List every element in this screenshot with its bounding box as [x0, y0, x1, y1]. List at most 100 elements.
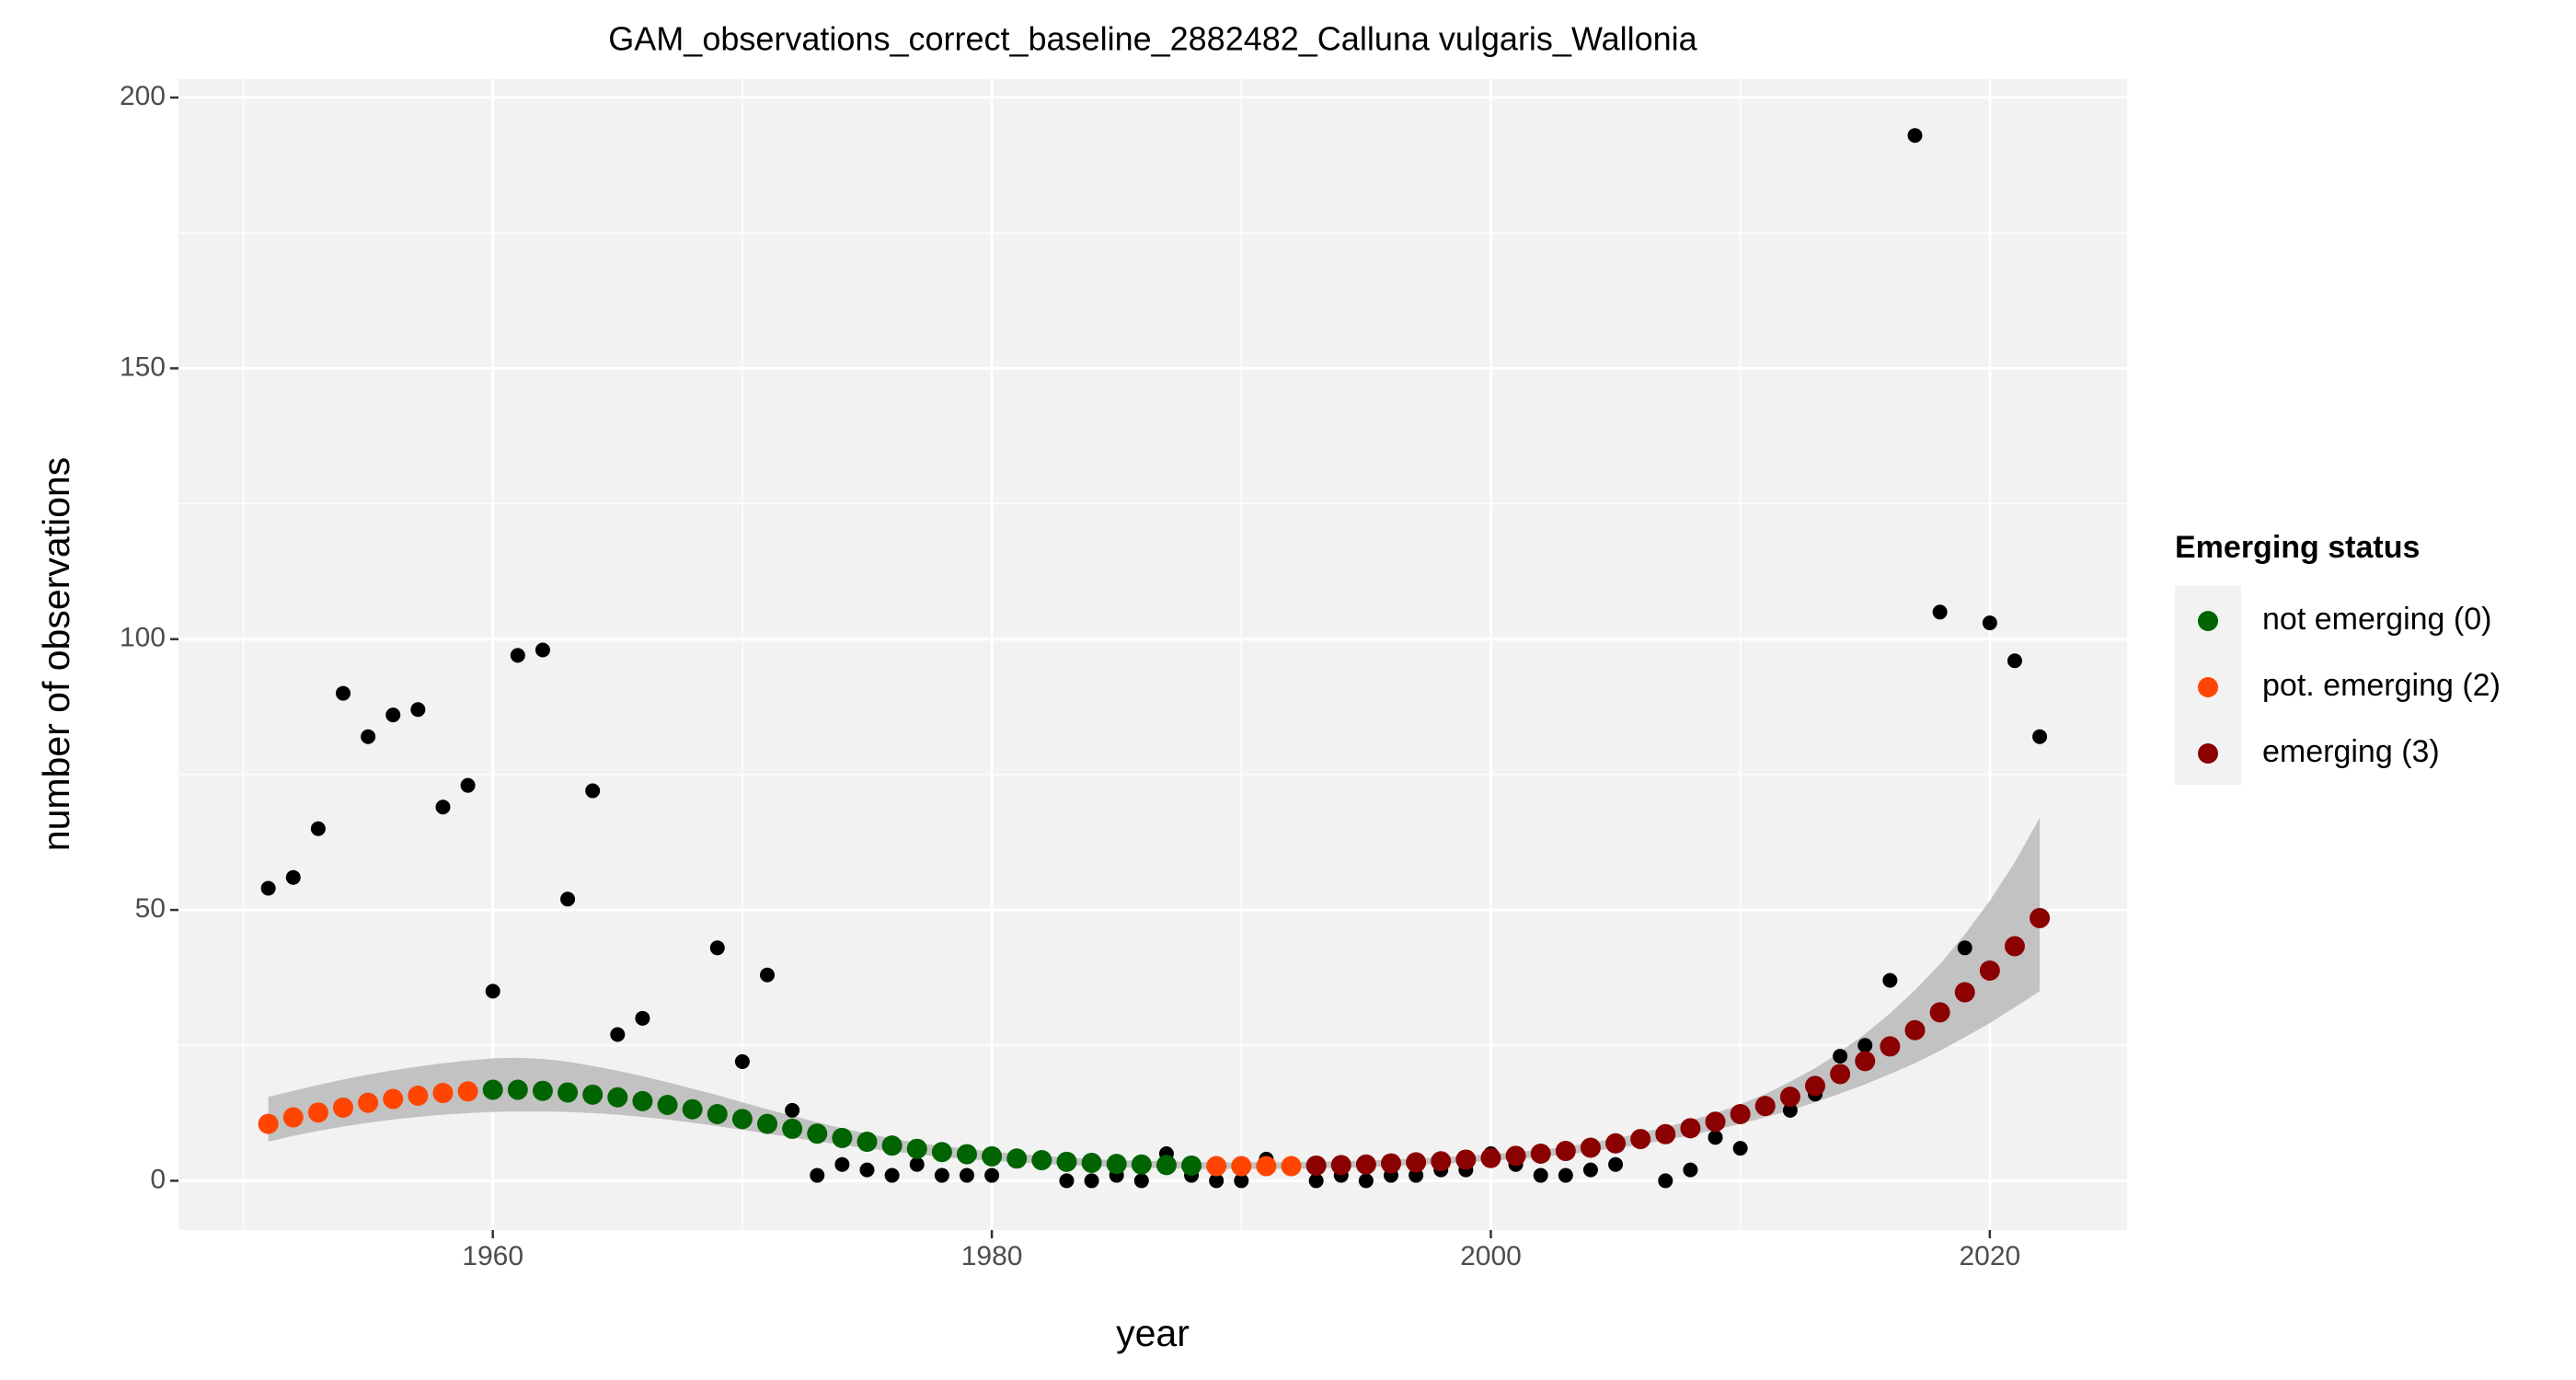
legend-key	[2198, 611, 2218, 631]
fitted-point	[1231, 1156, 1252, 1177]
legend-title: Emerging status	[2175, 530, 2420, 565]
observation-point	[1683, 1162, 1698, 1178]
observation-point	[1582, 1162, 1598, 1178]
fitted-point	[1680, 1118, 1701, 1139]
y-tick-label: 50	[135, 893, 166, 924]
observation-point	[560, 891, 576, 907]
fitted-point	[657, 1095, 678, 1116]
fitted-point	[457, 1081, 478, 1102]
fitted-point	[1431, 1151, 1452, 1172]
observation-point	[810, 1167, 825, 1183]
fitted-point	[1630, 1129, 1651, 1150]
x-tick-label: 2000	[1460, 1241, 1522, 1271]
fitted-point	[1330, 1155, 1351, 1176]
observation-point	[1732, 1141, 1748, 1156]
observation-point	[610, 1027, 626, 1042]
fitted-point	[857, 1132, 878, 1153]
fitted-point	[1605, 1133, 1627, 1154]
fitted-point	[1754, 1096, 1776, 1117]
fitted-point	[1530, 1143, 1551, 1164]
fitted-point	[1929, 1002, 1950, 1023]
observation-point	[510, 648, 525, 663]
observation-point	[859, 1162, 875, 1178]
observation-point	[410, 702, 426, 718]
observation-point	[1932, 604, 1948, 620]
fitted-point	[1256, 1156, 1277, 1177]
y-tick-label: 0	[150, 1164, 166, 1194]
legend-key	[2198, 677, 2218, 697]
fitted-point	[1305, 1155, 1327, 1176]
observation-point	[1982, 615, 1997, 631]
x-axis-title: year	[1116, 1312, 1190, 1354]
y-axis-title: number of observations	[35, 457, 77, 851]
fitted-point	[307, 1102, 328, 1123]
fitted-point	[383, 1088, 404, 1110]
fitted-point	[1281, 1156, 1302, 1177]
observation-point	[1782, 1102, 1798, 1118]
y-tick-label: 150	[120, 351, 166, 382]
fitted-point	[507, 1079, 528, 1100]
fitted-point	[956, 1144, 977, 1165]
fitted-point	[1106, 1154, 1127, 1175]
observation-point	[734, 1053, 750, 1069]
fitted-point	[682, 1098, 703, 1120]
fitted-point	[432, 1083, 454, 1104]
observation-point	[485, 983, 500, 999]
observation-point	[709, 940, 725, 956]
fitted-point	[1181, 1155, 1202, 1176]
x-tick-label: 1980	[961, 1241, 1023, 1271]
fitted-point	[1206, 1156, 1227, 1177]
fitted-point	[2004, 936, 2025, 957]
x-tick-label: 1960	[462, 1241, 523, 1271]
observation-point	[760, 967, 776, 983]
observation-point	[460, 777, 476, 793]
observation-point	[884, 1167, 900, 1183]
fitted-point	[1056, 1151, 1077, 1172]
observation-point	[435, 799, 451, 815]
fitted-point	[1904, 1019, 1926, 1041]
fitted-point	[782, 1118, 803, 1139]
fitted-point	[1705, 1111, 1726, 1133]
observation-point	[585, 783, 601, 799]
fitted-point	[906, 1138, 927, 1159]
fitted-point	[1156, 1155, 1177, 1176]
fitted-point	[1855, 1051, 1876, 1072]
fitted-point	[1979, 960, 2000, 982]
observation-point	[260, 880, 276, 896]
plot-panel	[178, 79, 2127, 1230]
fitted-point	[707, 1104, 728, 1125]
legend-label: not emerging (0)	[2262, 602, 2491, 637]
legend-label: emerging (3)	[2262, 734, 2440, 769]
fitted-point	[607, 1087, 628, 1108]
observation-point	[1234, 1173, 1249, 1189]
fitted-point	[2030, 907, 2051, 928]
fitted-point	[1406, 1152, 1427, 1173]
observation-point	[909, 1156, 925, 1172]
fitted-point	[632, 1090, 653, 1111]
observation-point	[310, 821, 326, 836]
fitted-point	[1480, 1147, 1501, 1168]
observation-point	[834, 1156, 850, 1172]
fitted-point	[482, 1079, 503, 1100]
observation-point	[1907, 128, 1923, 144]
y-tick-label: 200	[120, 81, 166, 111]
observation-point	[1133, 1173, 1149, 1189]
fitted-point	[1580, 1137, 1601, 1158]
fitted-point	[881, 1135, 903, 1156]
observation-point	[1558, 1167, 1573, 1183]
fitted-point	[282, 1107, 304, 1128]
observation-point	[2007, 653, 2022, 669]
observation-point	[959, 1167, 974, 1183]
y-tick-label: 100	[120, 623, 166, 653]
observation-point	[1857, 1038, 1873, 1053]
chart-title: GAM_observations_correct_baseline_288248…	[608, 20, 1697, 58]
observation-point	[1358, 1173, 1374, 1189]
fitted-point	[982, 1145, 1003, 1167]
observation-point	[335, 685, 351, 701]
fitted-point	[1006, 1148, 1028, 1169]
fitted-point	[1355, 1154, 1376, 1175]
observation-point	[385, 707, 401, 723]
legend-label: pot. emerging (2)	[2262, 668, 2501, 703]
observation-point	[785, 1102, 800, 1118]
fitted-point	[1131, 1154, 1152, 1175]
